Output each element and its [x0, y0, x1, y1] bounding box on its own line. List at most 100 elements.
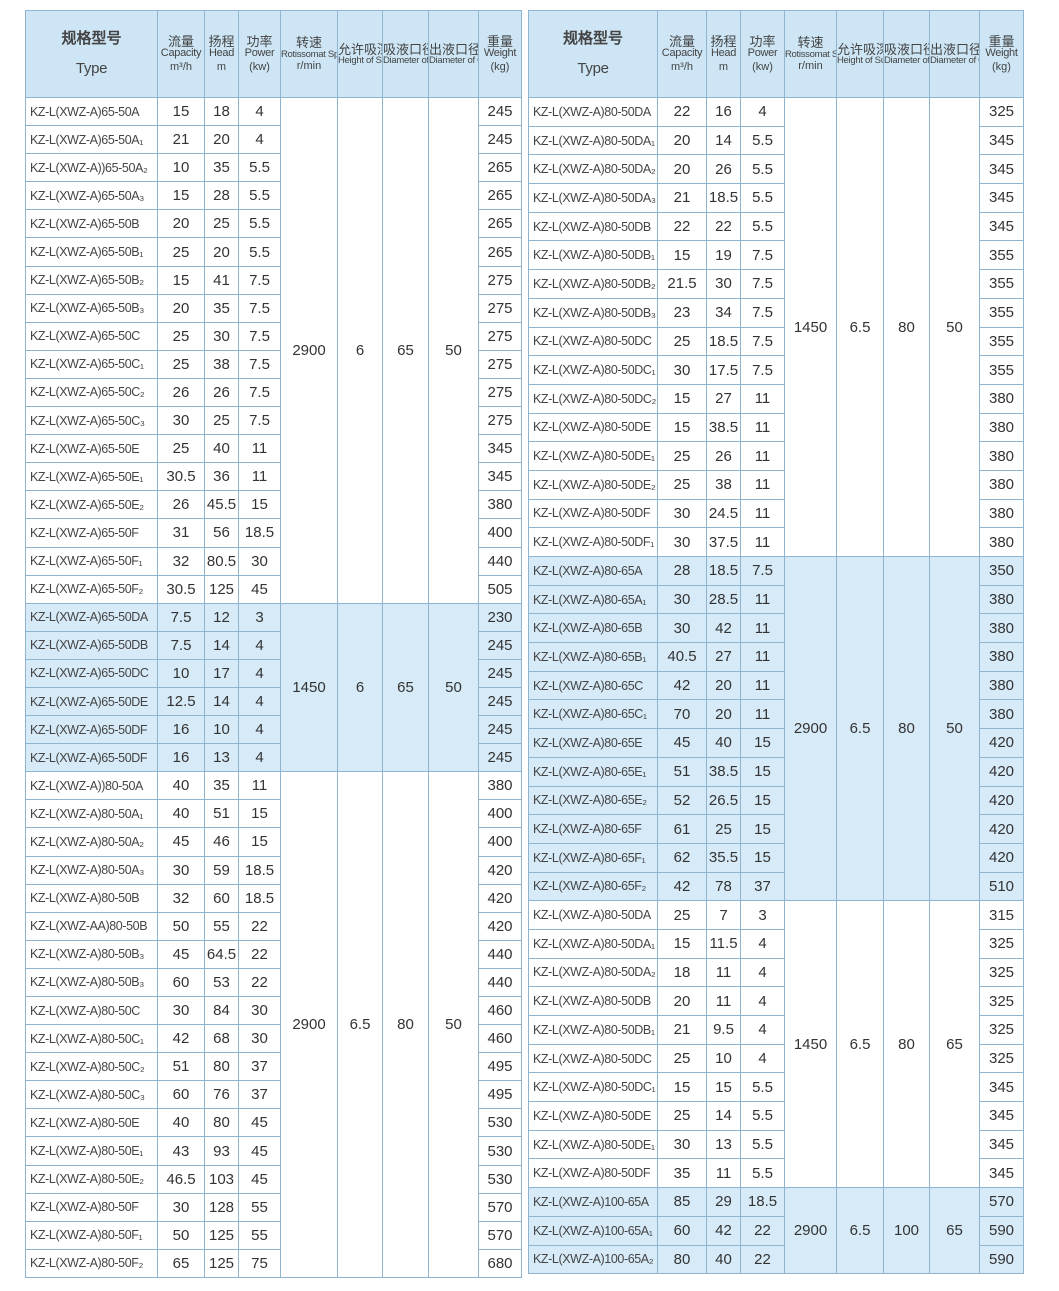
cell-weight: 420 — [979, 842, 1024, 873]
cell-type: KZ-L(XWZ-A)65-50DF — [25, 743, 158, 773]
cell-head: 55 — [204, 911, 239, 941]
cell-suction: 6.5 — [836, 555, 884, 902]
cell-head: 29 — [706, 1187, 741, 1217]
cell-weight: 325 — [979, 928, 1024, 959]
cell-capacity: 25 — [657, 469, 707, 500]
cell-weight: 355 — [979, 326, 1024, 357]
cell-head: 10 — [204, 715, 239, 745]
table-row: KZ-L(XWZ-A)80-65E 45 40 15 420 — [528, 728, 1024, 758]
table-row: KZ-L(XWZ-A)80-50DA₁ 15 11.5 4 325 — [528, 928, 1024, 959]
cell-head: 11.5 — [706, 928, 741, 959]
cell-weight: 440 — [478, 939, 522, 969]
cell-power: 15 — [238, 827, 281, 857]
cell-power: 45 — [238, 1108, 281, 1138]
cell-power: 5.5 — [740, 1158, 785, 1189]
header-en: Type — [577, 60, 609, 77]
cell-capacity: 21.5 — [657, 269, 707, 299]
table-row: KZ-L(XWZ-A)80-50DC₁ 30 17.5 7.5 355 — [528, 355, 1024, 385]
table-row: KZ-L(XWZ-A)80-50DE₂ 25 38 11 380 — [528, 469, 1024, 500]
cell-head: 103 — [204, 1164, 239, 1194]
cell-power: 37 — [238, 1052, 281, 1082]
cell-capacity: 25 — [157, 434, 205, 464]
cell-head: 60 — [204, 883, 239, 913]
cell-power: 7.5 — [740, 269, 785, 299]
cell-head: 40 — [706, 728, 741, 758]
cell-capacity: 15 — [157, 265, 205, 295]
cell-outlet: 50 — [428, 97, 479, 604]
cell-head: 14 — [204, 686, 239, 717]
table-row: KZ-L(XWZ-A)65-50E₁ 30.5 36 11 345 — [25, 462, 522, 492]
cell-type: KZ-L(XWZ-A)80-50DF — [528, 1158, 658, 1189]
cell-power: 5.5 — [740, 1129, 785, 1160]
cell-capacity: 25 — [657, 1043, 707, 1074]
cell-type: KZ-L(XWZ-A)80-50E₁ — [25, 1136, 158, 1166]
cell-power: 15 — [740, 785, 785, 816]
cell-weight: 325 — [979, 957, 1024, 988]
cell-capacity: 25 — [157, 349, 205, 379]
cell-capacity: 25 — [157, 237, 205, 267]
cell-weight: 355 — [979, 269, 1024, 299]
cell-power: 11 — [740, 498, 785, 529]
cell-outlet: 50 — [929, 555, 980, 902]
table-row: KZ-L(XWZ-A)80-50DB₃ 23 34 7.5 355 — [528, 297, 1024, 328]
cell-type: KZ-L(XWZ-A)80-50DC — [528, 326, 658, 357]
cell-type: KZ-L(XWZ-A)80-50DC — [528, 1043, 658, 1074]
cell-head: 84 — [204, 995, 239, 1026]
cell-type: KZ-L(XWZ-A)80-50DC₂ — [528, 383, 658, 414]
table-row: KZ-L(XWZ-A)65-50DB 7.5 14 4 245 — [25, 630, 522, 660]
cell-power: 11 — [238, 462, 281, 492]
header-en: Power — [244, 47, 275, 60]
cell-power: 7.5 — [740, 326, 785, 357]
cell-capacity: 15 — [657, 1072, 707, 1103]
cell-weight: 400 — [478, 799, 522, 829]
cell-weight: 505 — [478, 574, 522, 604]
header-head: 扬程 Head m — [204, 10, 239, 98]
header-power: 功率 Power (kw) — [238, 10, 281, 98]
cell-head: 37.5 — [706, 527, 741, 557]
table-row: KZ-L(XWZ-A)80-50DF₁ 30 37.5 11 380 — [528, 527, 1024, 557]
cell-outlet: 50 — [428, 602, 479, 773]
cell-power: 11 — [740, 469, 785, 500]
cell-suction: 6 — [337, 97, 383, 604]
cell-capacity: 50 — [157, 911, 205, 941]
cell-power: 45 — [238, 574, 281, 604]
cell-head: 38 — [706, 469, 741, 500]
cell-weight: 245 — [478, 743, 522, 773]
cell-type: KZ-L(XWZ-A)80-65F₁ — [528, 842, 658, 873]
cell-type: KZ-L(XWZ-A)80-50A₁ — [25, 799, 158, 829]
cell-power: 5.5 — [740, 183, 785, 213]
header-cn: 转速 — [797, 34, 824, 50]
cell-head: 25 — [204, 209, 239, 239]
cell-weight: 345 — [478, 462, 522, 492]
cell-capacity: 10 — [157, 658, 205, 688]
cell-capacity: 20 — [657, 125, 707, 156]
cell-power: 5.5 — [238, 181, 281, 211]
cell-speed: 2900 — [784, 1187, 837, 1275]
cell-head: 7 — [706, 900, 741, 930]
cell-weight: 420 — [478, 883, 522, 913]
cell-weight: 355 — [979, 240, 1024, 271]
header-unit: m³/h — [671, 60, 693, 73]
cell-power: 15 — [740, 756, 785, 787]
table-row: KZ-L(XWZ-A)65-50C 25 30 7.5 275 — [25, 321, 522, 351]
cell-type: KZ-L(XWZ-A)80-50DC₁ — [528, 355, 658, 385]
table-row: KZ-L(XWZ-A)80-50DE₁ 30 13 5.5 345 — [528, 1129, 1024, 1160]
table-row: KZ-L(XWZ-A)80-50DB 20 11 4 325 — [528, 986, 1024, 1016]
cell-head: 11 — [706, 986, 741, 1016]
table-row: KZ-L(XWZ-A)80-65B 30 42 11 380 — [528, 613, 1024, 644]
table-row: KZ-L(XWZ-A)80-65F₁ 62 35.5 15 420 — [528, 842, 1024, 873]
cell-weight: 495 — [478, 1080, 522, 1110]
header-unit: r/min — [296, 59, 322, 72]
cell-type: KZ-L(XWZ-A)80-50F — [25, 1192, 158, 1222]
cell-head: 42 — [706, 1215, 741, 1246]
table-row: KZ-L(XWZ-A)80-50DA₂ 20 26 5.5 345 — [528, 154, 1024, 185]
cell-type: KZ-L(XWZ-A)80-50C — [25, 995, 158, 1026]
header-weight: 重量 Weight (kg) — [478, 10, 522, 98]
cell-head: 18.5 — [706, 326, 741, 357]
header-power: 功率 Power (kw) — [740, 10, 785, 98]
cell-weight: 420 — [979, 756, 1024, 787]
cell-weight: 275 — [478, 293, 522, 323]
